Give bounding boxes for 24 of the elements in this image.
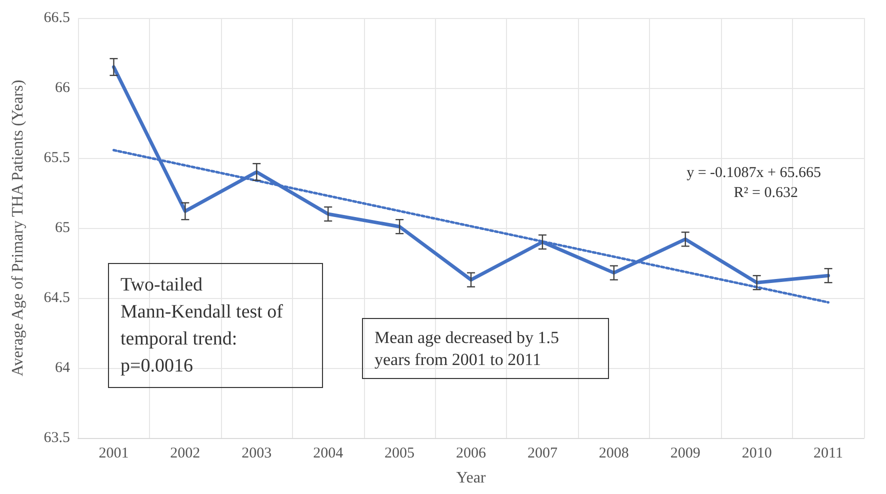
x-tick-label: 2008: [598, 446, 629, 462]
y-axis-title: Average Age of Primary THA Patients (Years): [10, 80, 26, 376]
y-tick-label: 65.5: [44, 150, 70, 166]
y-tick-label: 66: [55, 80, 70, 96]
x-tick-label: 2005: [384, 446, 415, 462]
annotation: Mean age decreased by 1.5 years from 2001 to 2011: [374, 328, 564, 369]
y-tick-label: 66.5: [44, 10, 70, 26]
x-tick-label: 2002: [170, 446, 200, 462]
y-tick-label: 65: [55, 220, 70, 236]
x-tick-label: 2010: [742, 446, 772, 462]
x-tick-label: 2001: [98, 446, 129, 462]
x-tick-label: 2006: [456, 446, 486, 462]
y-tick-label: 64.5: [44, 290, 70, 306]
y-tick-label: 64: [55, 360, 70, 376]
y-tick-label: 63.5: [44, 430, 70, 446]
x-tick-label: 2011: [814, 446, 843, 462]
x-tick-label: 2003: [242, 446, 272, 462]
annotation: y = -0.1087x + 65.665: [686, 165, 822, 181]
x-tick-label: 2004: [313, 446, 344, 462]
x-axis-title: Year: [456, 470, 486, 486]
annotation: Two-tailed Mann-Kendall test of temporal trend: p=0.0016: [120, 274, 288, 376]
x-tick-label: 2009: [670, 446, 700, 462]
annotation: R² = 0.632: [734, 185, 798, 201]
x-tick-label: 2007: [527, 446, 558, 462]
